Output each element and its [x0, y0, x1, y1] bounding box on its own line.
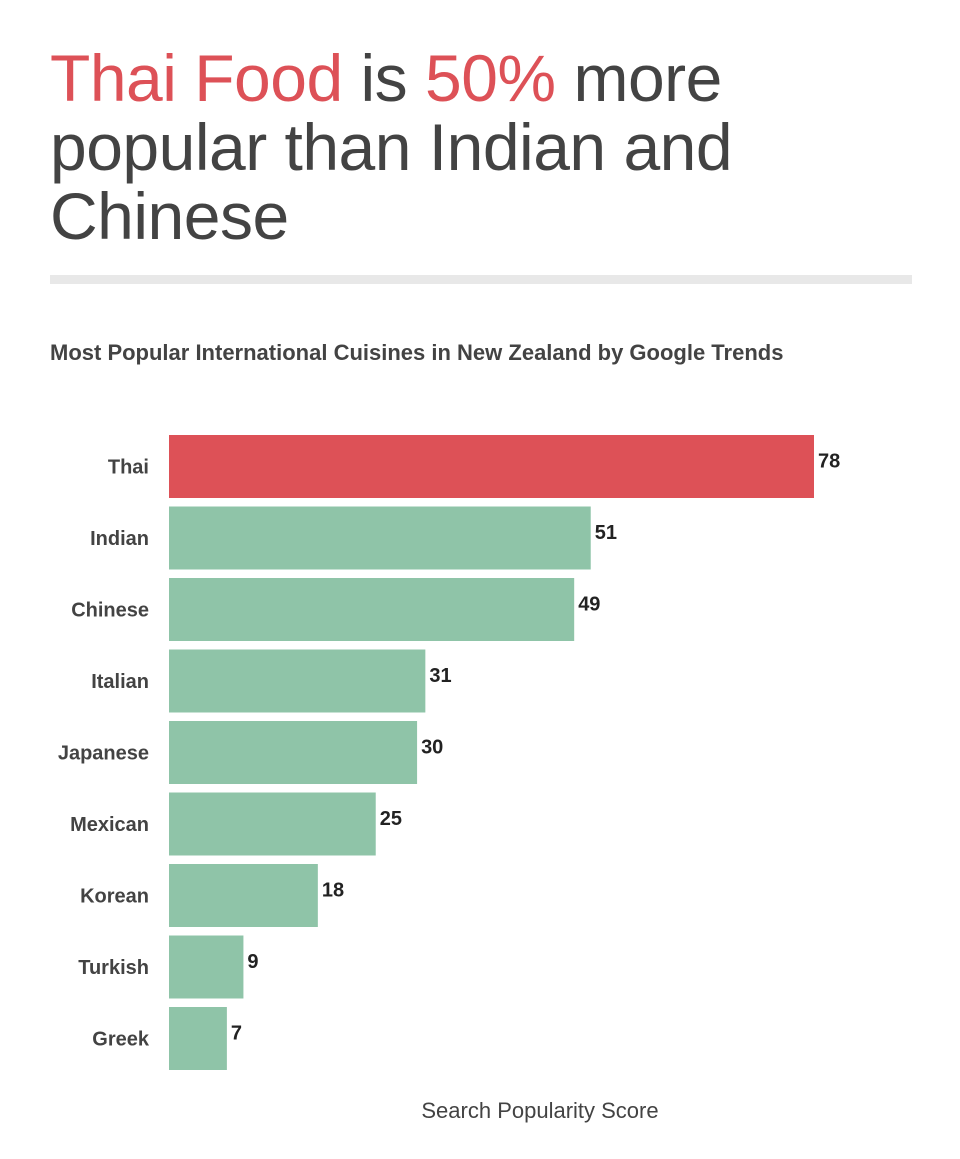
bar-thai [169, 435, 814, 498]
bar-korean [169, 864, 318, 927]
value-label-japanese: 30 [421, 737, 443, 759]
category-label-mexican: Mexican [70, 814, 149, 836]
bar-italian [169, 649, 426, 713]
headline-rest: more popular than Indian and Chinese [50, 41, 733, 253]
value-label-chinese: 49 [578, 594, 600, 616]
bar-japanese [169, 721, 418, 784]
chart-title: Most Popular International Cuisines in N… [50, 340, 784, 365]
bar-turkish [169, 935, 244, 999]
category-labels: Thai Indian Chinese Italian Japanese Mexican K… [58, 457, 150, 1051]
divider [50, 275, 912, 284]
headline-accent-percent: 50% [425, 41, 556, 115]
bar-indian [169, 506, 591, 570]
category-label-korean: Korean [80, 886, 149, 908]
bar-chinese [169, 578, 575, 641]
value-label-turkish: 9 [247, 951, 258, 973]
bar-mexican [169, 792, 376, 856]
headline: Thai Food is 50% more popular than India… [50, 44, 920, 251]
headline-accent-cuisine: Thai Food [50, 41, 343, 115]
value-label-greek: 7 [231, 1023, 242, 1045]
x-axis-title: Search Popularity Score [421, 1098, 658, 1123]
category-label-indian: Indian [90, 528, 149, 550]
headline-connector: is [342, 41, 426, 115]
value-label-italian: 31 [429, 665, 451, 687]
bar-group [169, 435, 814, 1070]
bar-greek [169, 1007, 227, 1070]
category-label-turkish: Turkish [78, 957, 149, 979]
value-label-korean: 18 [322, 880, 344, 902]
category-label-japanese: Japanese [58, 743, 149, 765]
value-label-mexican: 25 [380, 808, 402, 830]
category-label-chinese: Chinese [71, 600, 149, 622]
category-label-thai: Thai [108, 457, 149, 479]
value-labels: 78 51 49 31 30 25 18 9 7 [231, 451, 840, 1045]
value-label-thai: 78 [818, 451, 840, 473]
category-label-italian: Italian [91, 671, 149, 693]
value-label-indian: 51 [595, 522, 617, 544]
category-label-greek: Greek [92, 1029, 150, 1051]
